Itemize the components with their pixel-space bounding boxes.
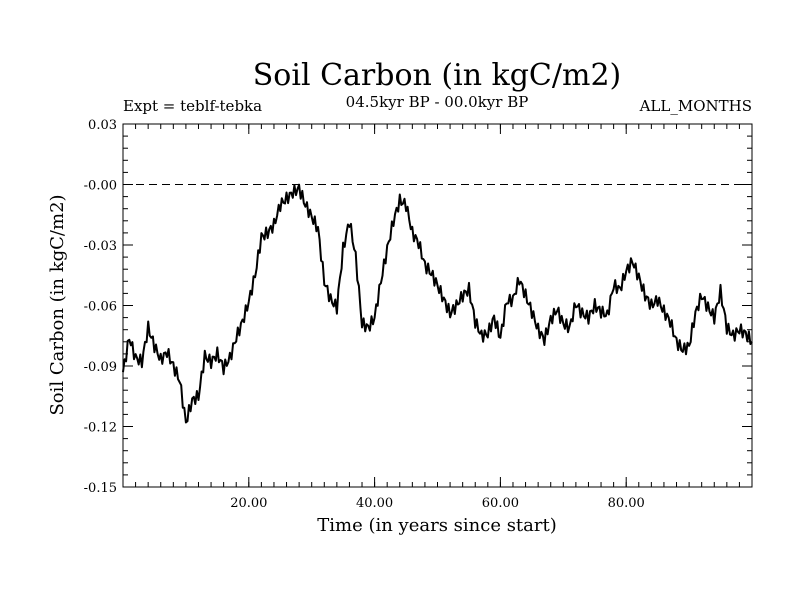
period-label: ALL_MONTHS (639, 97, 752, 115)
y-axis-ticks: 0.03 -0.00 -0.03 -0.06 -0.09 -0.12 -0.15 (84, 118, 752, 496)
y-tick-label: -0.06 (84, 300, 117, 315)
y-tick-label: -0.00 (84, 179, 117, 194)
x-axis-label: Time (in years since start) (317, 515, 557, 536)
y-tick-label: 0.03 (88, 118, 117, 133)
x-axis-ticks: 20.00 40.00 60.00 80.00 (230, 124, 645, 511)
x-tick-label: 40.00 (356, 496, 393, 511)
x-tick-label: 60.00 (482, 496, 519, 511)
series-line (122, 183, 753, 424)
chart-title: Soil Carbon (in kgC/m2) (253, 58, 621, 93)
y-tick-label: -0.12 (84, 421, 117, 436)
series-layer (122, 183, 753, 424)
y-tick-label: -0.09 (84, 360, 117, 375)
x-tick-label: 80.00 (608, 496, 645, 511)
expt-label: Expt = teblf-tebka (123, 97, 262, 115)
y-tick-label: -0.15 (84, 481, 117, 496)
x-tick-label: 20.00 (230, 496, 267, 511)
y-axis-label: Soil Carbon (in kgC/m2) (47, 194, 68, 415)
y-tick-label: -0.03 (84, 239, 117, 254)
chart-subtitle: 04.5kyr BP - 00.0kyr BP (346, 93, 529, 111)
